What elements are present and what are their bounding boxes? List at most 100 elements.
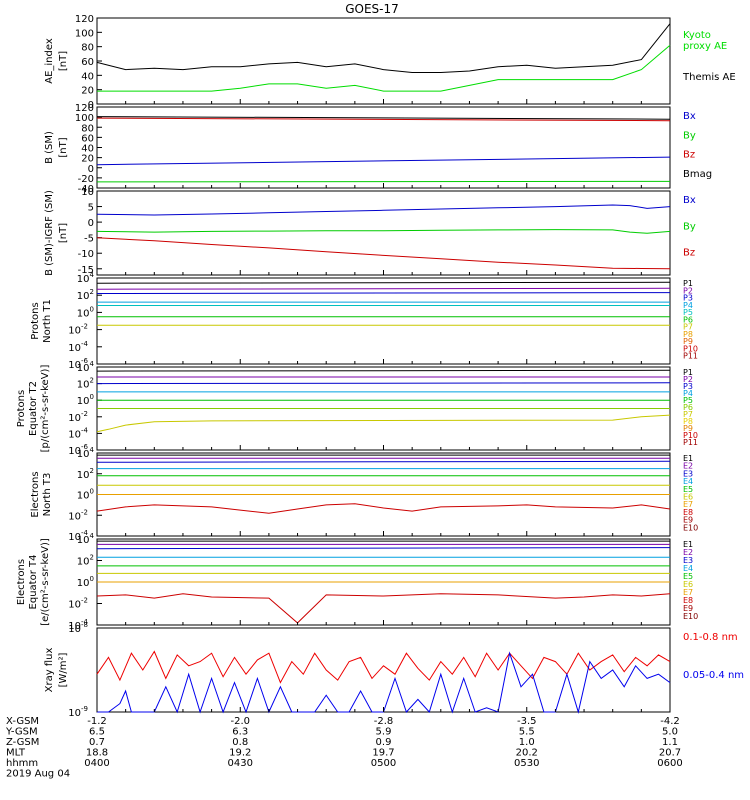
y-axis-title: Protons bbox=[16, 390, 27, 427]
legend-label: P3 bbox=[683, 382, 693, 391]
y-axis-title: B (SM) bbox=[44, 131, 55, 164]
series-line-b_igrf bbox=[96, 204, 671, 216]
series-line-b_sm bbox=[96, 116, 671, 120]
ephemeris-value: 19.7 bbox=[372, 748, 394, 759]
series-line-electrons_north bbox=[96, 460, 671, 463]
y-axis-title: [e/(cm²-s-sr-keV)] bbox=[40, 538, 51, 626]
legend-label: Bz bbox=[683, 150, 695, 161]
y-tick-label: 104 bbox=[77, 360, 95, 374]
legend-label: P3 bbox=[683, 294, 693, 303]
plot-title: GOES-17 bbox=[345, 2, 399, 16]
legend-label: P6 bbox=[683, 403, 693, 412]
series-line-xray bbox=[97, 651, 671, 714]
y-tick-label: 10-4 bbox=[68, 426, 88, 440]
ephemeris-value: 5.9 bbox=[376, 727, 392, 738]
y-tick-label: 100 bbox=[77, 393, 94, 407]
ephemeris-value: 0530 bbox=[514, 758, 539, 769]
legend-label: Themis AE bbox=[682, 72, 736, 83]
ephemeris-value: 0430 bbox=[228, 758, 253, 769]
ephemeris-value: -1.2 bbox=[87, 716, 107, 727]
legend-label: E6 bbox=[683, 493, 693, 502]
ephemeris-value: 0.8 bbox=[232, 737, 248, 748]
series-line-b_sm bbox=[96, 180, 671, 183]
ephemeris-row-label: hhmm bbox=[6, 758, 38, 769]
legend-label: P10 bbox=[683, 344, 698, 353]
y-tick-label: -10 bbox=[78, 249, 94, 260]
y-tick-label: 100 bbox=[75, 113, 94, 124]
legend-label: Bx bbox=[683, 111, 696, 122]
legend-label: E1 bbox=[683, 454, 693, 463]
legend-label: P10 bbox=[683, 431, 698, 440]
y-tick-label: 10-2 bbox=[68, 508, 88, 522]
legend-label: E1 bbox=[683, 540, 693, 549]
ephemeris-row-label: X-GSM bbox=[6, 716, 39, 727]
ephemeris-value: 0400 bbox=[84, 758, 109, 769]
y-axis-title: North T3 bbox=[42, 473, 53, 517]
legend-label: P4 bbox=[683, 389, 693, 398]
y-tick-label: 80 bbox=[81, 43, 94, 54]
legend-label: P5 bbox=[683, 396, 693, 405]
y-tick-label: 5 bbox=[88, 203, 94, 214]
y-axis-title: AE_index bbox=[44, 38, 55, 84]
y-tick-label: -15 bbox=[78, 265, 94, 276]
legend-label: E4 bbox=[683, 477, 693, 486]
y-tick-label: 10-2 bbox=[68, 410, 88, 424]
y-tick-label: 20 bbox=[81, 154, 94, 165]
legend-label: P4 bbox=[683, 301, 693, 310]
y-tick-label: 120 bbox=[75, 14, 94, 25]
y-tick-label: 100 bbox=[77, 488, 94, 502]
legend-label: E2 bbox=[683, 462, 693, 471]
legend-label: P9 bbox=[683, 424, 693, 433]
legend-label: P6 bbox=[683, 315, 693, 324]
series-line-b_sm bbox=[96, 117, 671, 122]
ephemeris-value: 20.2 bbox=[516, 748, 538, 759]
legend-label: E5 bbox=[683, 485, 693, 494]
legend-label: P11 bbox=[683, 352, 698, 361]
legend-label: P11 bbox=[683, 438, 698, 447]
ephemeris-value: 0.7 bbox=[89, 737, 105, 748]
panel-frame bbox=[96, 627, 671, 713]
ephemeris-value: -3.5 bbox=[517, 716, 537, 727]
legend-label: By bbox=[683, 130, 696, 141]
ephemeris-value: 1.0 bbox=[519, 737, 535, 748]
legend-label: E10 bbox=[683, 612, 698, 621]
legend-label: E2 bbox=[683, 548, 693, 557]
panel-frame bbox=[96, 190, 671, 276]
y-tick-label: 40 bbox=[81, 71, 94, 82]
panel-xray: 10-9 10-8 Xray flux [W/m²] 0.1-0.8 nm 0.05-0.… bbox=[44, 621, 744, 719]
y-tick-label: -20 bbox=[78, 174, 94, 185]
y-tick-label: 0 bbox=[88, 218, 94, 229]
y-axis-title: Xray flux bbox=[44, 648, 55, 693]
legend-label: P7 bbox=[683, 410, 693, 419]
legend-label: E7 bbox=[683, 588, 693, 597]
y-tick-label: -40 bbox=[78, 184, 94, 195]
y-tick-label: 80 bbox=[81, 123, 94, 134]
ephemeris-value: 18.8 bbox=[86, 748, 108, 759]
legend-label: E9 bbox=[683, 516, 693, 525]
legend-label: Bmag bbox=[683, 169, 712, 180]
legend-label: E8 bbox=[683, 596, 693, 605]
y-axis-title: Protons bbox=[30, 302, 41, 339]
legend-label: P8 bbox=[683, 417, 693, 426]
legend-label: P2 bbox=[683, 375, 693, 384]
y-axis-title: [W/m²] bbox=[58, 652, 69, 687]
y-tick-label: 102 bbox=[77, 554, 94, 568]
y-tick-label: 40 bbox=[81, 144, 94, 155]
ephemeris-value: 1.1 bbox=[662, 737, 678, 748]
legend-label: By bbox=[683, 221, 696, 232]
legend-label: P8 bbox=[683, 330, 693, 339]
series-line-protons_equator bbox=[96, 382, 671, 385]
y-axis-title: [p/(cm²-s-sr-keV)] bbox=[40, 365, 51, 453]
legend-label: Bz bbox=[683, 248, 695, 259]
ephemeris-value: -2.8 bbox=[374, 716, 394, 727]
legend-label: 0.05-0.4 nm bbox=[683, 670, 744, 681]
y-tick-label: 10-9 bbox=[68, 705, 88, 719]
x-axis-ephemeris: X-GSM -1.2 -2.0 -2.8 -3.5 -4.2 Y-GSM 6.5 6.3 5.9 5… bbox=[5, 99, 683, 780]
y-tick-label: 60 bbox=[81, 57, 94, 68]
y-tick-label: 102 bbox=[77, 377, 94, 391]
y-axis-title: [nT] bbox=[58, 223, 69, 243]
